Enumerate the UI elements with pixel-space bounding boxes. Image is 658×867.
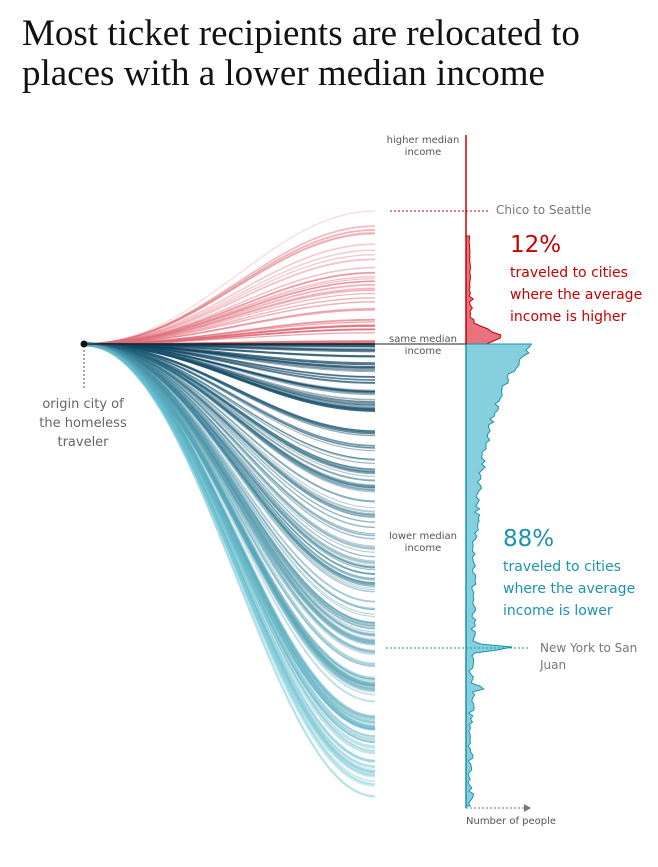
flow-curve [83, 343, 376, 576]
flow-curve [83, 342, 376, 731]
flow-curve [83, 343, 376, 737]
flow-curve [83, 249, 376, 345]
flow-curve [83, 271, 376, 345]
flow-curve [83, 343, 376, 584]
flow-curve [83, 233, 376, 345]
flow-curve [83, 341, 376, 731]
description: traveled to cities where the average inc… [510, 265, 643, 325]
flow-curve [83, 343, 376, 486]
flow-curve [83, 342, 376, 787]
flow-curve [83, 343, 376, 668]
flow-curve [83, 342, 376, 693]
axis-label: higher median income [386, 135, 460, 158]
flow-curve [83, 278, 376, 345]
flow-curve [83, 343, 376, 696]
flow-curve [83, 266, 376, 345]
flow-curve [83, 342, 376, 763]
axis-label: lower median income [388, 531, 457, 554]
flow-curve [83, 342, 376, 719]
route-label: New York to San Juan [540, 641, 638, 672]
flow-curve [83, 343, 376, 751]
flow-curve [83, 341, 376, 731]
flow-curve [83, 232, 376, 345]
flow-curve [83, 343, 376, 503]
x-arrowhead [524, 804, 531, 812]
flow-curve [83, 342, 376, 687]
flow-curve [83, 343, 376, 785]
flow-curve [83, 229, 376, 345]
x-axis-label: Number of people [466, 816, 557, 827]
flow-curve [83, 341, 376, 627]
flow-curve [83, 343, 376, 473]
route-label: Chico to Seattle [496, 203, 592, 217]
flow-curve [83, 343, 376, 718]
flow-curve [83, 342, 376, 773]
flow-curve [83, 343, 376, 721]
flow-curve [83, 343, 376, 783]
flow-curve [83, 342, 376, 687]
flow-curve [83, 253, 376, 345]
flow-curve [83, 343, 376, 719]
flow-curve [83, 342, 376, 755]
flow-curve [83, 258, 376, 345]
flow-curve [83, 343, 376, 769]
percent: 88% [503, 526, 555, 552]
flow-curve [83, 343, 376, 680]
flow-curve [83, 343, 376, 744]
flow-curve [83, 342, 376, 725]
flow-curve [83, 342, 376, 703]
flow-curve [83, 342, 376, 749]
flow-curve [83, 343, 376, 473]
flow-curve [83, 342, 376, 724]
flow-curve [83, 225, 376, 345]
flow-curve [83, 343, 376, 558]
flow-curve [83, 280, 376, 345]
flow-curve [83, 343, 376, 432]
flow-curve [83, 343, 376, 770]
axis-label: same median income [389, 334, 457, 357]
flow-curve [83, 243, 376, 345]
flow-curve [83, 342, 376, 724]
flow-curve [83, 343, 376, 798]
flow-curve [83, 342, 376, 690]
flow-curve [83, 342, 376, 774]
flow-curve [83, 341, 376, 687]
flow-curve [83, 342, 376, 743]
flow-curve [83, 341, 376, 740]
flow-curve [83, 343, 376, 611]
flow-curve [83, 342, 376, 798]
flow-curve [83, 343, 376, 393]
flow-curve [83, 343, 376, 768]
flow-curve [83, 343, 376, 744]
description: traveled to cities where the average inc… [503, 559, 636, 619]
flow-curve [83, 231, 376, 345]
flow-curve [83, 343, 376, 393]
flow-curve [83, 342, 376, 763]
title: Most ticket recipients are relocated to … [22, 13, 580, 94]
flow-curve [83, 297, 376, 345]
flow-curve [83, 341, 376, 683]
flow-curve [83, 228, 376, 345]
distribution-lower [465, 343, 533, 807]
distribution-higher [465, 235, 502, 345]
flow-curve [83, 341, 376, 730]
flow-curve [83, 342, 376, 692]
flow-curve [83, 343, 376, 535]
flow-curve [83, 276, 376, 345]
flow-curve [83, 342, 376, 776]
flow-curve [83, 343, 376, 767]
flow-curve [83, 280, 376, 345]
flow-curve [83, 343, 376, 464]
flow-curve [83, 210, 376, 345]
origin-label: origin city of the homeless traveler [39, 397, 127, 450]
flow-curve [83, 343, 376, 461]
flow-curve [83, 342, 376, 778]
percent: 12% [510, 232, 562, 258]
flow-curve [83, 342, 376, 680]
origin-point [80, 340, 88, 348]
flow-curve [83, 271, 376, 345]
flow-curve [83, 225, 376, 345]
